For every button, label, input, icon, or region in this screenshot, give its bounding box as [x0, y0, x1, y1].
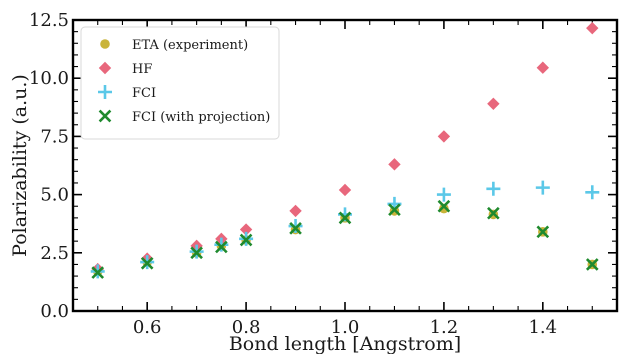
data-point — [215, 240, 228, 254]
legend-marker — [98, 109, 112, 123]
legend-marker — [100, 39, 110, 49]
legend-label: FCI — [132, 86, 156, 101]
legend-marker — [98, 61, 112, 75]
data-point — [388, 203, 401, 217]
x-tick-label: 1.4 — [528, 317, 557, 338]
data-point — [437, 130, 451, 143]
data-point — [536, 225, 550, 239]
legend-marker — [98, 85, 112, 99]
data-point — [586, 21, 599, 35]
legend: ETA (experiment) HF FCI FCI (with projectio… — [80, 26, 280, 140]
y-tick-label: 10.0 — [29, 68, 69, 89]
data-point — [140, 256, 154, 270]
data-point — [214, 237, 229, 252]
y-tick-label: 5.0 — [40, 185, 69, 206]
data-point — [239, 233, 253, 247]
legend-label: ETA (experiment) — [132, 38, 248, 53]
data-point — [288, 219, 303, 234]
data-point — [338, 211, 352, 225]
data-point — [486, 181, 501, 196]
data-point — [487, 97, 500, 111]
legend-label: FCI (with projection) — [132, 110, 270, 125]
data-point — [190, 246, 203, 260]
data-point — [437, 199, 451, 213]
y-axis-title: Polarizability (a.u.) — [9, 74, 31, 257]
data-point — [338, 183, 352, 197]
legend-label: HF — [132, 62, 152, 77]
series-x — [91, 199, 599, 279]
y-tick-label: 0.0 — [40, 301, 69, 322]
x-tick-label: 0.6 — [133, 317, 162, 338]
series-plus — [90, 180, 600, 279]
x-tick-label: 1.0 — [331, 317, 360, 338]
y-tick-label: 12.5 — [29, 10, 69, 31]
y-tick-label: 2.5 — [40, 243, 69, 264]
data-point — [439, 203, 449, 214]
data-point — [536, 61, 550, 74]
data-point — [91, 266, 105, 279]
x-tick-label: 1.2 — [430, 317, 459, 338]
data-point — [487, 206, 500, 220]
data-point — [388, 158, 401, 171]
data-point — [535, 180, 550, 195]
data-point — [289, 204, 302, 218]
y-tick-label: 7.5 — [40, 126, 69, 147]
series-layer — [90, 21, 600, 279]
data-point — [239, 223, 253, 236]
data-point — [436, 187, 451, 202]
tick-labels: 0.6 0.8 1.0 1.2 1.4 0.0 2.5 5.0 7.5 10.0 12.5 — [29, 10, 557, 338]
data-point — [585, 258, 599, 271]
legend-box — [80, 26, 280, 140]
x-tick-label: 0.8 — [232, 317, 261, 338]
data-point — [289, 222, 302, 235]
x-axis-title: Bond length [Angstrom] — [229, 333, 461, 354]
plot-frame — [71, 18, 619, 313]
data-point — [585, 185, 600, 200]
